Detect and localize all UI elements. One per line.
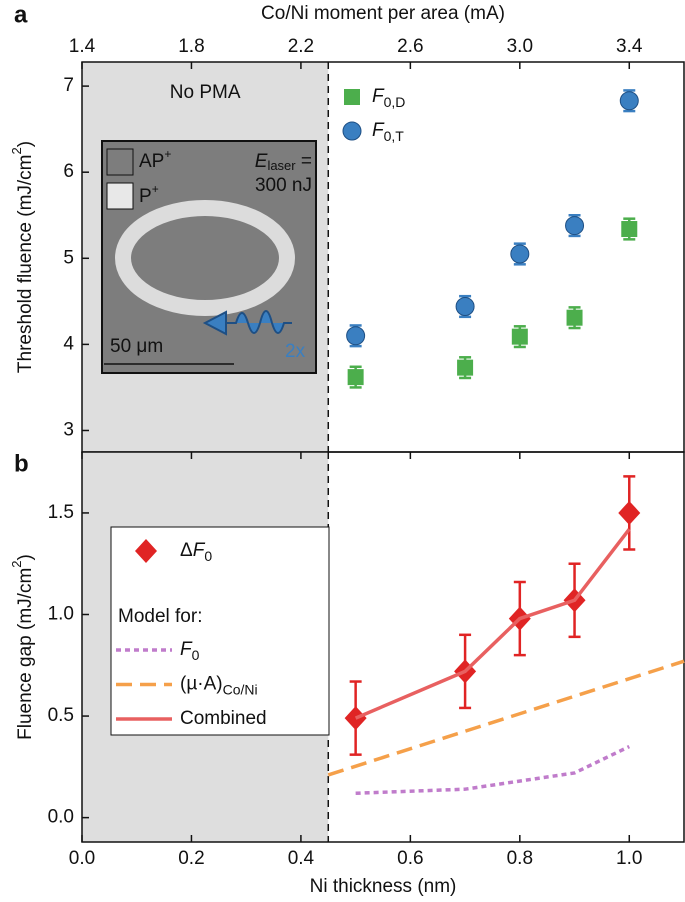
y-tick-label: 3 xyxy=(63,419,74,440)
y-label-text: Threshold fluence (mJ/cm xyxy=(15,154,36,373)
legend-sub: 0 xyxy=(204,548,212,564)
marker xyxy=(618,500,641,525)
model-line xyxy=(355,744,631,795)
top-x-axis-label: Co/Ni moment per area (mA) xyxy=(261,3,505,24)
y-axis-label: Fluence gap (mJ/cm2) xyxy=(9,554,36,740)
inset-label: AP+ xyxy=(139,147,171,172)
swatch xyxy=(106,148,134,176)
top-x-tick-label: 2.6 xyxy=(397,36,423,57)
inset: AP+ P+ Elaser = 300 nJ 50 μm 2x xyxy=(101,140,317,374)
marker xyxy=(619,91,639,111)
swatch xyxy=(106,182,134,210)
y-tick-label: 1.0 xyxy=(48,604,74,625)
legend-heading: Model for: xyxy=(118,606,202,627)
legend-label: F0 xyxy=(180,639,200,663)
marker xyxy=(510,244,530,264)
legend-sub: Co/Ni xyxy=(223,681,258,697)
plot-frame xyxy=(81,451,685,843)
legend-name: F xyxy=(193,540,206,561)
marker xyxy=(342,121,362,141)
panel-label: b xyxy=(14,450,29,477)
y-tick-label: 0.5 xyxy=(48,705,74,726)
annotation: No PMA xyxy=(170,82,241,103)
y-label-sup: 2 xyxy=(9,147,24,154)
pulse-icon xyxy=(202,310,292,336)
marker xyxy=(565,216,585,236)
y-label-end: ) xyxy=(15,141,36,147)
legend-sub: 0,T xyxy=(384,128,405,144)
marker xyxy=(621,221,638,238)
legend-label: Combined xyxy=(180,708,267,729)
legend-name: F xyxy=(372,86,385,107)
y-label-text: Fluence gap (mJ/cm xyxy=(15,568,36,740)
legend-prefix: Δ xyxy=(180,540,193,561)
legend-sub: 0 xyxy=(192,647,200,663)
top-x-tick-label: 1.4 xyxy=(69,36,96,57)
top-x-tick-label: 3.4 xyxy=(616,36,643,57)
y-tick-label: 7 xyxy=(63,75,74,96)
marker xyxy=(511,328,528,345)
y-tick-label: 4 xyxy=(63,333,74,354)
inset-label: P+ xyxy=(139,182,159,207)
inset-label: 50 μm xyxy=(110,336,163,357)
model-line xyxy=(327,659,685,777)
legend-name: Combined xyxy=(180,708,267,729)
top-x-tick-label: 3.0 xyxy=(507,36,533,57)
legend-label: ΔF0 xyxy=(180,540,212,564)
x-tick-label: 0.0 xyxy=(69,848,95,869)
y-axis-label: Threshold fluence (mJ/cm2) xyxy=(9,141,36,373)
legend-box xyxy=(110,526,330,736)
marker xyxy=(135,539,157,563)
marker xyxy=(347,369,364,386)
marker xyxy=(457,359,474,376)
marker xyxy=(455,297,475,317)
inset-label: 300 nJ xyxy=(255,175,312,196)
legend-name: F xyxy=(180,639,193,660)
model-line xyxy=(354,528,631,720)
marker xyxy=(566,309,583,326)
marker xyxy=(344,89,360,105)
y-label-end: ) xyxy=(15,554,36,560)
y-tick-label: 6 xyxy=(63,161,74,182)
legend-name: (µ·A) xyxy=(180,674,223,695)
x-tick-label: 0.8 xyxy=(507,848,533,869)
panel-label: a xyxy=(14,1,28,28)
x-axis-label: Ni thickness (nm) xyxy=(310,876,457,897)
y-tick-label: 0.0 xyxy=(48,807,74,828)
y-tick-label: 1.5 xyxy=(48,502,74,523)
x-tick-label: 1.0 xyxy=(616,848,642,869)
top-x-tick-label: 1.8 xyxy=(178,36,204,57)
y-label-sup: 2 xyxy=(9,560,24,567)
legend-label: (µ·A)Co/Ni xyxy=(180,674,258,698)
top-x-tick-label: 2.2 xyxy=(288,36,314,57)
x-tick-label: 0.2 xyxy=(178,848,204,869)
inset-label: Elaser = xyxy=(255,151,312,173)
legend-name: F xyxy=(372,120,385,141)
legend-sub: 0,D xyxy=(384,94,406,110)
legend-label: F0,D xyxy=(372,86,405,110)
x-tick-label: 0.4 xyxy=(288,848,315,869)
legend-label: F0,T xyxy=(372,120,404,144)
y-tick-label: 5 xyxy=(63,247,74,268)
x-tick-label: 0.6 xyxy=(397,848,423,869)
inset-label: 2x xyxy=(285,341,306,362)
marker xyxy=(346,326,366,346)
ring xyxy=(115,200,295,316)
